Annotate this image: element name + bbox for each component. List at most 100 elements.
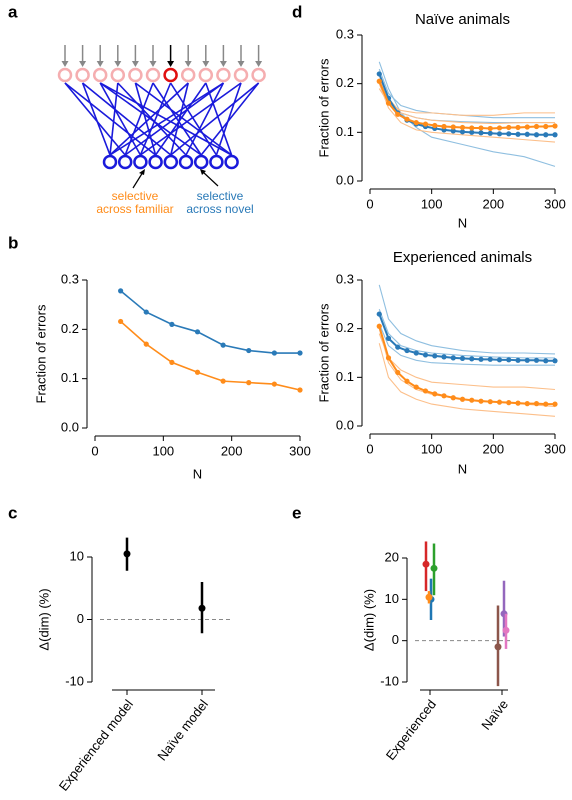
data-point: [487, 399, 493, 405]
y-tick-label: 0.2: [61, 321, 79, 336]
data-point: [395, 369, 401, 376]
x-tick-label: 300: [289, 443, 311, 458]
output-neuron: [102, 154, 118, 170]
x-tick-label: 300: [544, 441, 566, 456]
connection: [170, 82, 189, 156]
series-line: [378, 83, 556, 143]
y-tick-label: 0.2: [336, 320, 354, 335]
neuron-group-label: selective: [197, 189, 244, 203]
data-point: [552, 358, 558, 364]
data-point: [552, 401, 558, 407]
data-point: [533, 123, 540, 130]
data-point: [552, 132, 558, 138]
data-point: [376, 311, 382, 317]
connection: [64, 82, 157, 156]
series-line: [378, 313, 555, 362]
data-point: [496, 357, 503, 363]
arrow-head: [202, 61, 210, 67]
connection: [81, 82, 111, 156]
x-tick-label: 0: [91, 443, 98, 458]
y-tick-label: 0: [392, 632, 399, 647]
data-point: [515, 131, 521, 137]
connection: [185, 82, 225, 156]
data-point: [450, 128, 456, 134]
arrow-head: [139, 169, 145, 175]
data-point: [422, 388, 429, 394]
data-point: [404, 116, 410, 122]
x-tick-label: 0: [366, 441, 373, 456]
output-neuron: [163, 154, 179, 170]
data-point: [543, 358, 549, 364]
data-point: [496, 125, 503, 131]
y-tick-label: 0.2: [336, 75, 354, 90]
data-point: [385, 100, 392, 106]
x-axis-label: N: [458, 461, 467, 476]
y-tick-label: 0.0: [336, 172, 354, 187]
data-point: [533, 132, 540, 138]
data-point: [524, 131, 530, 137]
data-point: [469, 125, 475, 131]
x-tick-label: 100: [421, 441, 443, 456]
arrow-head: [131, 61, 139, 67]
data-point: [413, 384, 419, 390]
input-neuron: [128, 67, 143, 83]
data-point: [432, 122, 438, 129]
data-point: [450, 124, 456, 130]
x-axis-label: N: [193, 466, 202, 481]
y-axis-label: Δ(dim) (%): [36, 588, 51, 650]
series-line: [378, 284, 556, 355]
series-line: [378, 309, 555, 359]
input-neuron: [233, 67, 249, 83]
data-point: [441, 123, 447, 130]
input-neuron: [251, 67, 266, 83]
data-point: [524, 124, 530, 130]
input-neuron: [163, 67, 178, 83]
input-neuron: [92, 67, 108, 83]
panel-label: a: [8, 2, 18, 21]
y-tick-label: 0.3: [61, 271, 79, 286]
arrow-head: [184, 61, 192, 67]
neuron-group-label: across familiar: [96, 202, 173, 216]
connection: [124, 82, 224, 156]
arrow-head: [255, 61, 263, 67]
data-point: [246, 380, 252, 386]
output-neuron: [117, 154, 133, 170]
x-tick-label: Experienced model: [56, 697, 136, 794]
data-point: [169, 321, 175, 327]
neuron-group-label: across novel: [186, 202, 253, 216]
arrow-head: [149, 61, 157, 67]
arrow-head: [61, 61, 69, 67]
input-neuron: [110, 67, 126, 83]
data-point: [413, 120, 419, 126]
chart-title: Naïve animals: [415, 11, 510, 28]
y-tick-label: 10: [70, 548, 84, 563]
output-neuron: [193, 154, 209, 170]
data-point: [494, 643, 502, 651]
connection: [205, 82, 233, 156]
x-tick-label: Experienced: [383, 697, 439, 763]
data-point: [469, 129, 475, 135]
data-point: [506, 124, 512, 131]
series-line: [378, 328, 556, 408]
data-point: [432, 391, 438, 397]
x-tick-label: 200: [482, 196, 504, 211]
y-axis-label: Fraction of errors: [33, 304, 48, 403]
input-neuron: [198, 67, 214, 83]
arrow-head: [79, 61, 87, 67]
y-tick-label: 0.0: [336, 417, 354, 432]
data-point: [543, 401, 549, 407]
series-line: [378, 343, 556, 417]
neuron-group-label: selective: [112, 189, 159, 203]
y-tick-label: -10: [65, 673, 84, 688]
data-point: [506, 131, 512, 137]
data-point: [524, 401, 530, 407]
data-point: [515, 400, 521, 406]
data-point: [469, 356, 475, 362]
chart-title: Experienced animals: [393, 249, 532, 266]
y-axis-label: Fraction of errors: [316, 303, 331, 402]
data-point: [450, 395, 456, 401]
data-point: [422, 352, 429, 358]
x-axis-label: N: [458, 215, 467, 230]
arrow-head: [200, 169, 206, 175]
y-tick-label: 20: [385, 549, 399, 564]
